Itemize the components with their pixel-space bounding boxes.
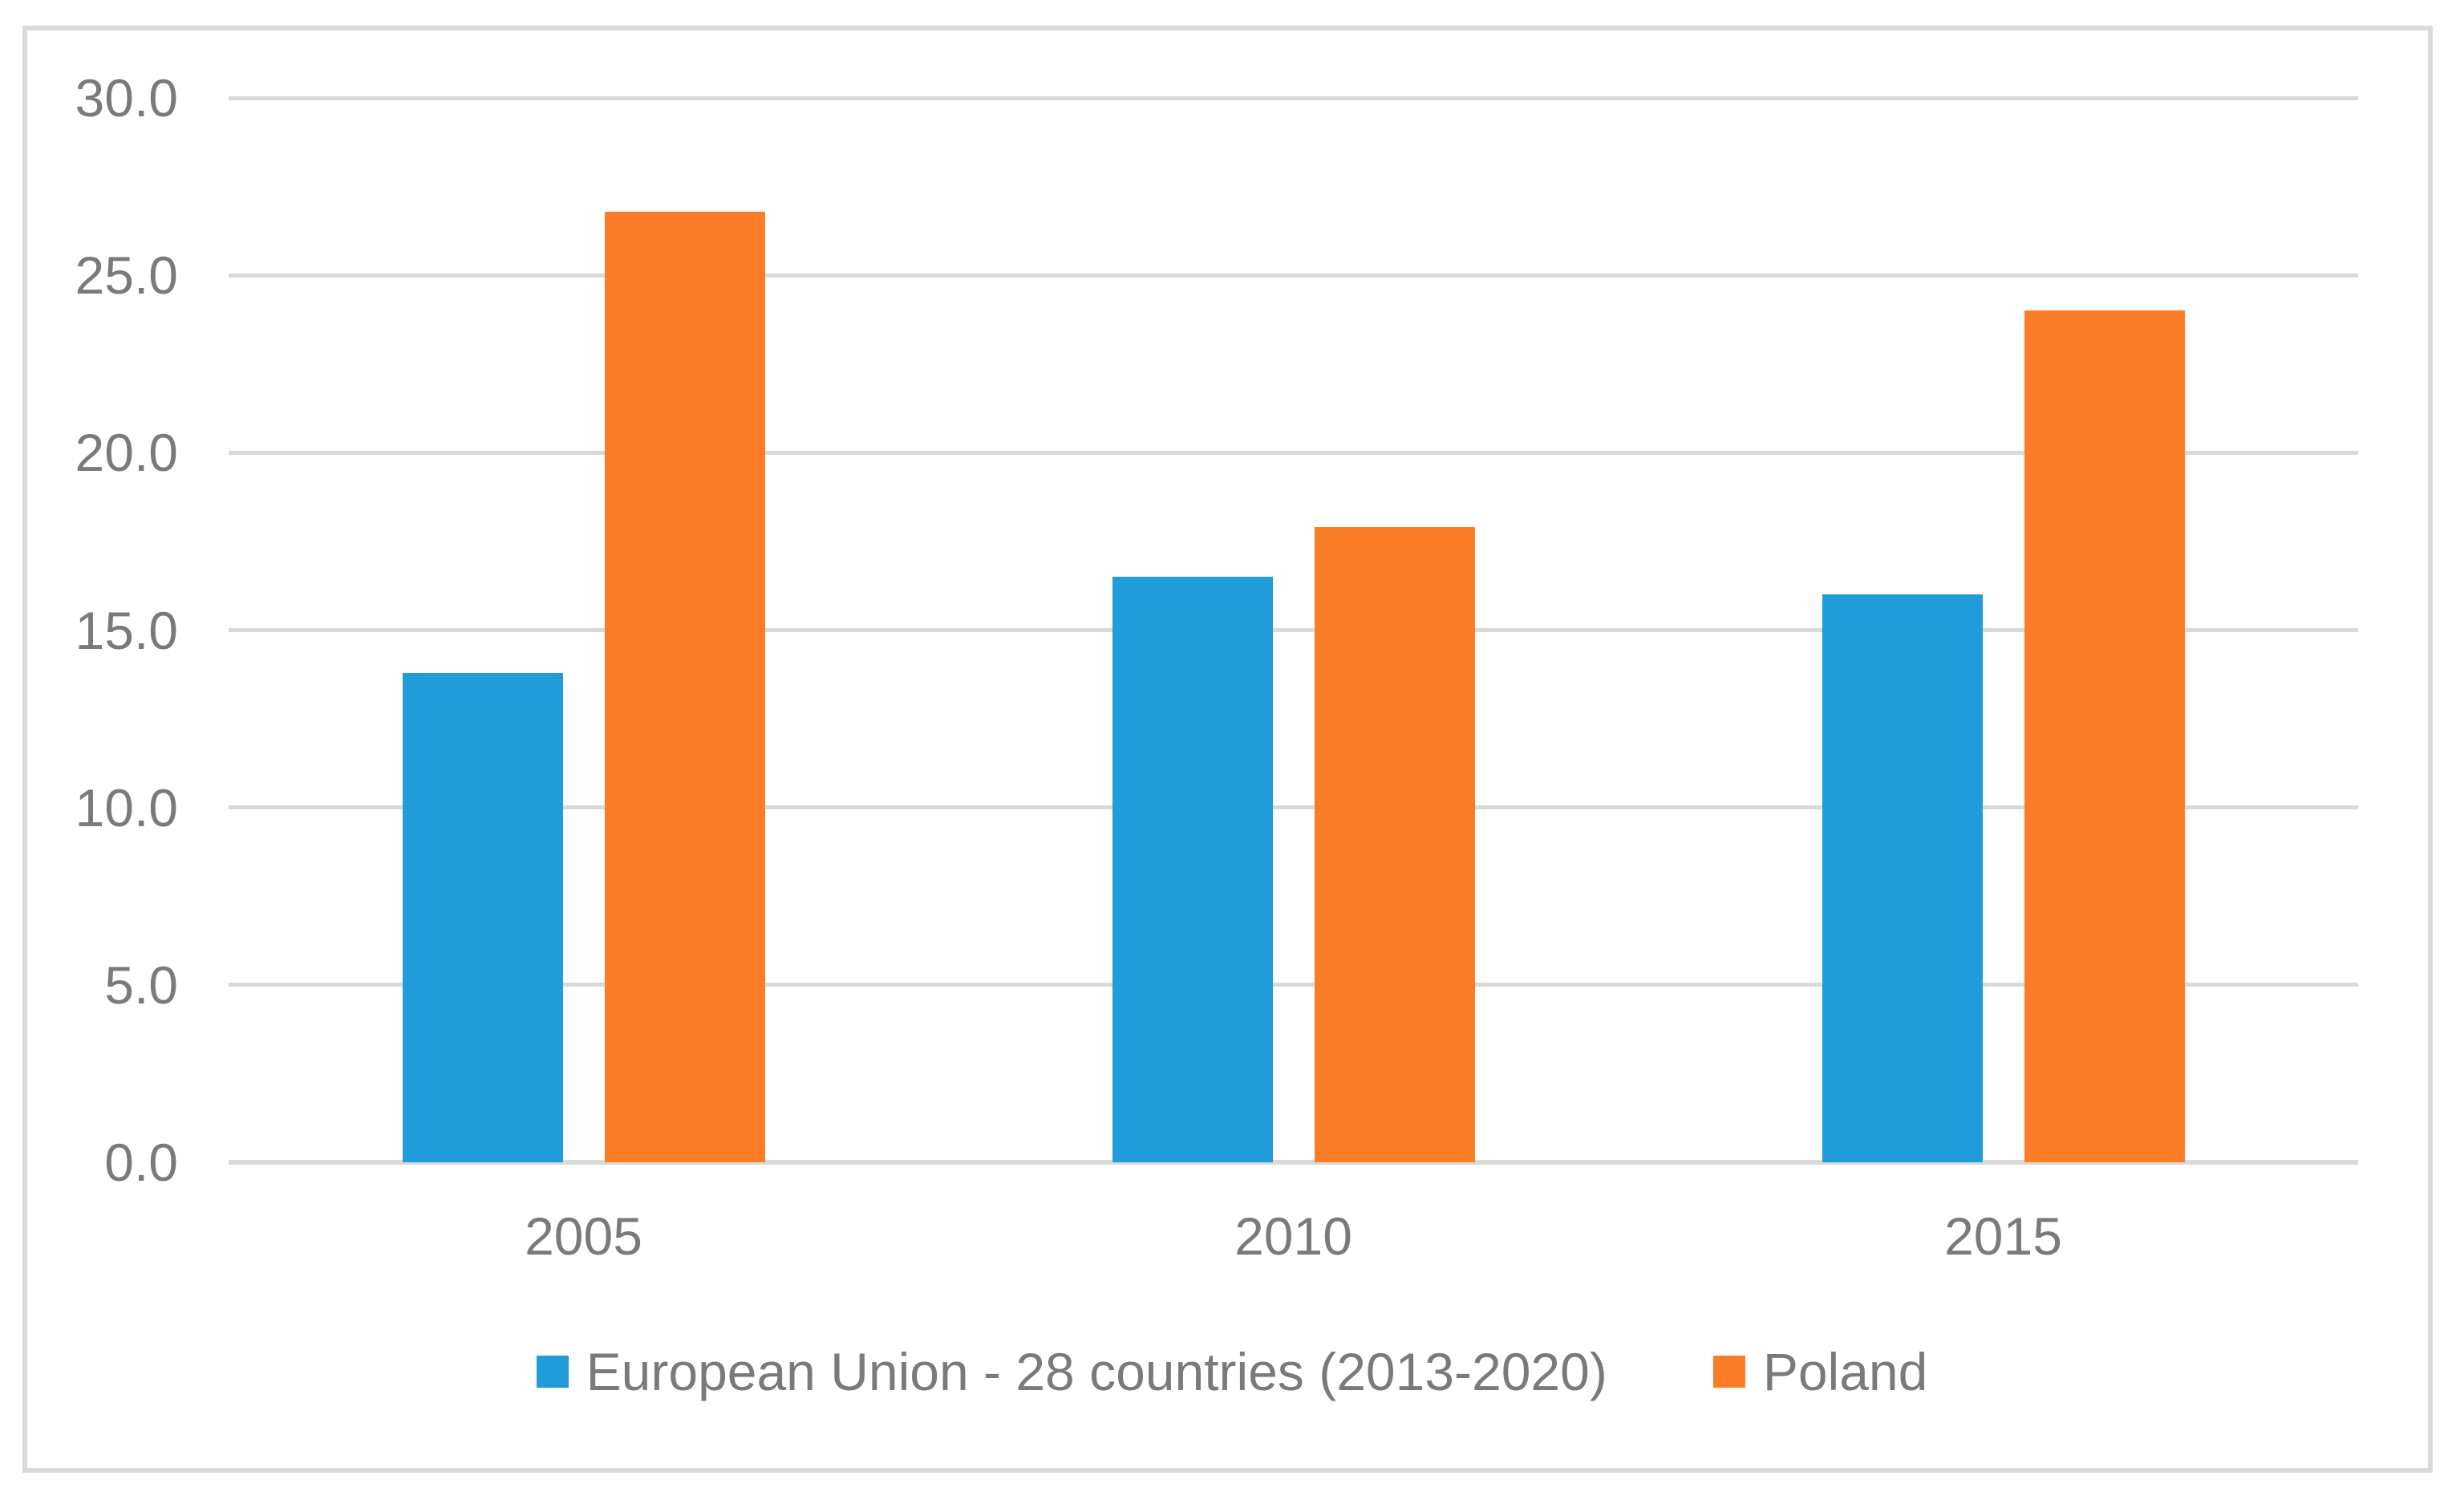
y-tick-label: 20.0: [75, 423, 178, 483]
x-category-label: 2010: [1234, 1206, 1352, 1266]
bar-2005-series-0: [402, 672, 563, 1162]
gridline: [229, 805, 2358, 810]
gridline: [229, 983, 2358, 987]
bar-2015-series-0: [1822, 594, 1983, 1162]
bar-2015-series-1: [2024, 310, 2185, 1162]
legend-swatch-icon: [536, 1356, 569, 1388]
bar-2005-series-1: [604, 211, 765, 1162]
chart-outer-border: [22, 26, 2433, 1473]
gridline: [229, 95, 2358, 100]
legend-item-1: Poland: [1712, 1341, 1928, 1402]
gridline: [229, 273, 2358, 278]
y-tick-label: 0.0: [104, 1133, 178, 1192]
bar-2010-series-0: [1112, 577, 1273, 1162]
legend-item-0: European Union - 28 countries (2013-2020…: [536, 1341, 1607, 1402]
legend-label: European Union - 28 countries (2013-2020…: [586, 1342, 1607, 1401]
y-tick-label: 30.0: [75, 68, 178, 128]
gridline: [229, 628, 2358, 632]
y-tick-label: 5.0: [104, 955, 178, 1015]
legend-swatch-icon: [1712, 1356, 1745, 1388]
legend: European Union - 28 countries (2013-2020…: [0, 1341, 2464, 1402]
plot-area: [229, 95, 2358, 1165]
x-category-label: 2005: [525, 1206, 642, 1266]
y-tick-label: 25.0: [75, 245, 178, 306]
gridline: [229, 450, 2358, 455]
bar-2010-series-1: [1314, 527, 1475, 1162]
y-tick-label: 15.0: [75, 600, 178, 660]
gridline: [229, 1160, 2358, 1165]
y-tick-label: 10.0: [75, 777, 178, 837]
legend-label: Poland: [1762, 1342, 1928, 1401]
x-category-label: 2015: [1944, 1206, 2062, 1266]
